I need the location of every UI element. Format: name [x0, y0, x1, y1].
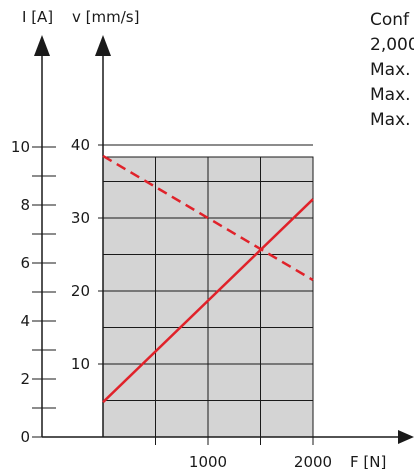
y-right-axis-arrow: [95, 35, 111, 56]
x-axis-arrow: [398, 430, 414, 444]
y-left-tick-label: 2: [20, 370, 30, 388]
side-text-line: Max.: [370, 110, 411, 130]
side-text-line: 2,000: [370, 35, 414, 55]
y-left-tick-label: 4: [20, 312, 30, 330]
axis-ticks: 0 2 4 6 8 10 10 20 30 40 1000 2000: [11, 136, 332, 471]
side-text-line: Max.: [370, 85, 411, 105]
y-right-tick-label: 10: [71, 355, 90, 373]
x-tick-label: 2000: [294, 453, 332, 471]
y-left-tick-label: 10: [11, 138, 30, 156]
series-lines: [102, 154, 314, 404]
y-right-tick-label: 40: [71, 136, 90, 154]
y-right-tick-label: 20: [71, 282, 90, 300]
y-right-axis-label: v [mm/s]: [72, 8, 139, 26]
side-text-line: Max.: [370, 60, 411, 80]
axes: [34, 35, 414, 444]
y-left-tick-label: 0: [20, 428, 30, 446]
side-text-line: Conf: [370, 10, 410, 30]
side-text: Conf 2,000 Max. Max. Max.: [370, 8, 414, 133]
y-left-tick-label: 8: [20, 196, 30, 214]
x-tick-label: 1000: [189, 453, 227, 471]
series-line-velocity: [102, 154, 314, 282]
y-right-tick-label: 30: [71, 209, 90, 227]
series-line-current: [102, 198, 314, 404]
y-left-tick-label: 6: [20, 254, 30, 272]
y-left-axis-label: I [A]: [22, 8, 53, 26]
y-left-axis-arrow: [34, 35, 50, 56]
x-axis-label: F [N]: [350, 453, 386, 471]
